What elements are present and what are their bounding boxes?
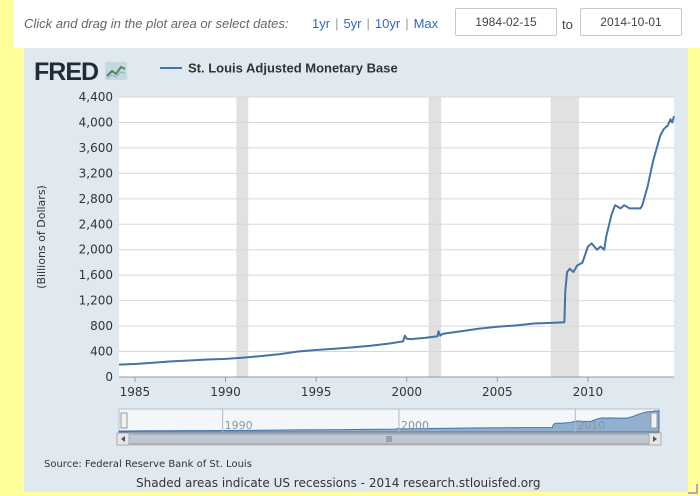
- fred-logo-text: FRED: [34, 58, 99, 86]
- y-tick-label: 2,000: [79, 243, 113, 257]
- scroll-right-arrow-icon: [653, 436, 657, 442]
- navigator-tick-label: 1990: [225, 419, 253, 432]
- legend-label: St. Louis Adjusted Monetary Base: [188, 60, 398, 76]
- y-tick-label: 1,600: [79, 268, 113, 282]
- recession-band: [236, 97, 249, 377]
- recession-note: Shaded areas indicate US recessions - 20…: [136, 476, 541, 490]
- y-tick-label: 2,800: [79, 192, 113, 206]
- recession-band: [428, 97, 442, 377]
- chart-svg[interactable]: 0 400 800 1,200 1,600 2,000 2,400 2,800 3,200 3,6…: [24, 48, 688, 492]
- start-date-input[interactable]: [455, 8, 557, 36]
- x-tick-label: 2000: [391, 385, 422, 399]
- y-axis-label: (Billions of Dollars): [35, 185, 48, 289]
- end-date-input[interactable]: [580, 8, 682, 36]
- navigator-handle-left[interactable]: [120, 412, 128, 429]
- fred-graph-icon: [105, 62, 128, 80]
- chart-panel: 0 400 800 1,200 1,600 2,000 2,400 2,800 3,200 3,6…: [24, 48, 688, 492]
- series-line-monetary-base: [118, 115, 675, 366]
- chart-legend: St. Louis Adjusted Monetary Base: [160, 59, 398, 77]
- instruction-text: Click and drag in the plot area or selec…: [24, 16, 289, 31]
- y-tick-label: 1,200: [79, 294, 113, 308]
- to-label: to: [562, 17, 573, 32]
- y-tick-label: 800: [90, 319, 113, 333]
- legend-swatch: [160, 66, 182, 69]
- range-1yr-link[interactable]: 1yr: [312, 16, 331, 31]
- x-tick-label: 1990: [210, 385, 241, 399]
- y-tick-label: 0: [105, 370, 113, 384]
- x-tick-label: 2005: [482, 385, 513, 399]
- y-tick-label: 3,600: [79, 141, 113, 155]
- scroll-left-arrow-icon: [121, 436, 125, 442]
- x-tick-label: 1995: [301, 385, 332, 399]
- source-text: Source: Federal Reserve Bank of St. Loui…: [44, 459, 252, 470]
- y-tick-label: 2,400: [79, 217, 113, 231]
- range-max-link[interactable]: Max: [413, 16, 439, 31]
- plot-area: [119, 97, 674, 377]
- y-tick-label: 4,400: [79, 90, 113, 104]
- x-tick-label: 2010: [573, 385, 604, 399]
- fred-logo: FRED: [34, 58, 128, 87]
- range-5yr-link[interactable]: 5yr: [343, 16, 362, 31]
- y-tick-label: 4,000: [79, 115, 113, 129]
- range-links: 1yr | 5yr | 10yr | Max: [312, 16, 439, 31]
- navigator-tick-label: 2000: [401, 419, 429, 432]
- navigator-tick-label: 2010: [577, 419, 605, 432]
- y-tick-label: 3,200: [79, 166, 113, 180]
- resize-handle[interactable]: [688, 484, 698, 494]
- date-range-toolbar: Click and drag in the plot area or selec…: [14, 0, 700, 48]
- x-tick-label: 1985: [120, 385, 151, 399]
- range-10yr-link[interactable]: 10yr: [374, 16, 401, 31]
- recession-band: [550, 97, 579, 377]
- navigator-series-area: [118, 409, 660, 433]
- y-tick-label: 400: [90, 345, 113, 359]
- navigator-handle-right[interactable]: [650, 412, 658, 429]
